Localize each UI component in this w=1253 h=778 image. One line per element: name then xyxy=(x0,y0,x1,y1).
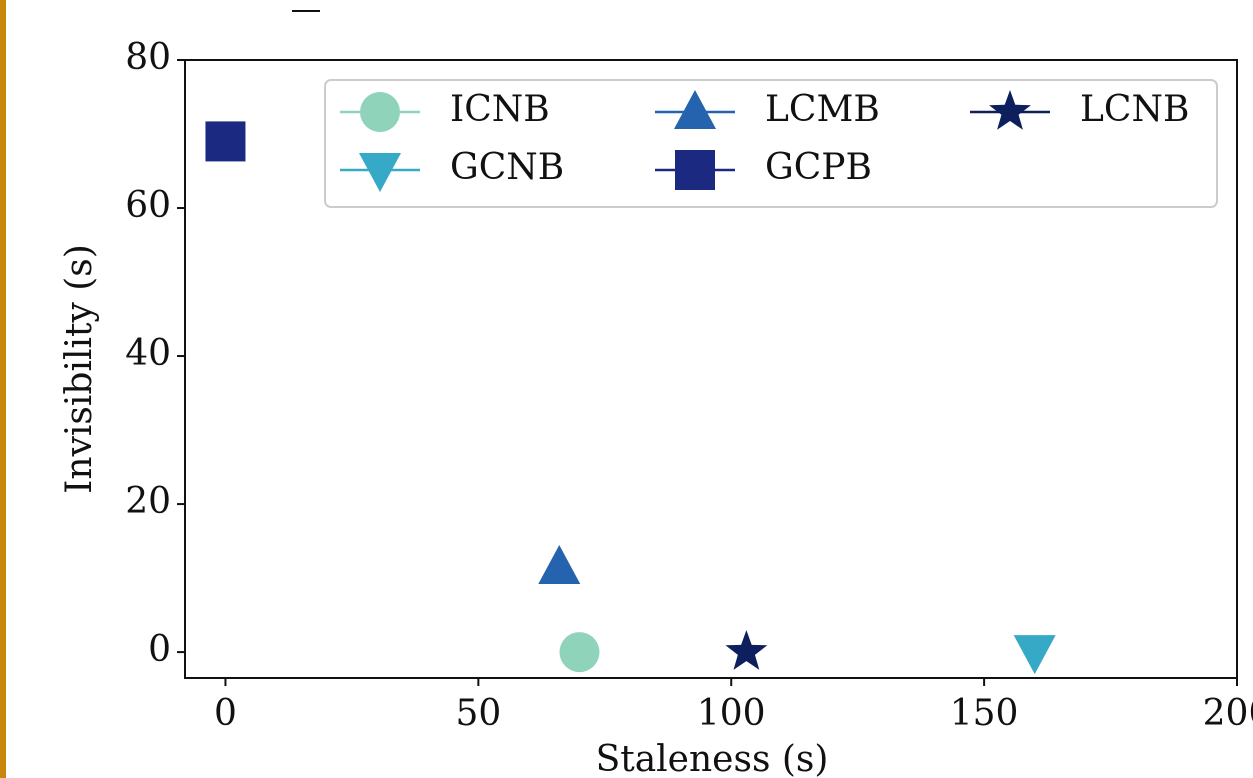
marker xyxy=(1013,635,1056,675)
y-tick-label: 0 xyxy=(148,629,171,670)
legend-label: LCNB xyxy=(1080,89,1189,130)
y-tick-label: 40 xyxy=(125,333,171,374)
marker xyxy=(725,630,768,670)
x-tick-label: 50 xyxy=(455,693,501,734)
y-tick-label: 60 xyxy=(125,185,171,226)
marker xyxy=(989,90,1031,130)
y-tick-label: 80 xyxy=(125,37,171,78)
marker xyxy=(205,121,246,162)
marker xyxy=(359,153,401,192)
x-tick-label: 100 xyxy=(697,693,766,734)
legend-label: LCMB xyxy=(765,89,880,130)
legend-label: GCPB xyxy=(765,147,872,188)
legend-label: ICNB xyxy=(450,89,550,130)
x-tick-label: 200 xyxy=(1203,693,1253,734)
marker xyxy=(538,544,581,584)
y-axis-label: Invisibility (s) xyxy=(59,244,100,494)
x-tick-label: 0 xyxy=(214,693,237,734)
plot-frame xyxy=(184,59,1238,679)
marker xyxy=(360,92,400,132)
marker xyxy=(559,632,600,673)
x-axis-label: Staleness (s) xyxy=(596,739,829,778)
marker xyxy=(675,150,715,190)
border-strip xyxy=(0,0,6,778)
legend-label: GCNB xyxy=(450,147,564,188)
y-tick-label: 20 xyxy=(125,481,171,522)
marker xyxy=(674,90,716,129)
x-tick-label: 150 xyxy=(950,693,1019,734)
